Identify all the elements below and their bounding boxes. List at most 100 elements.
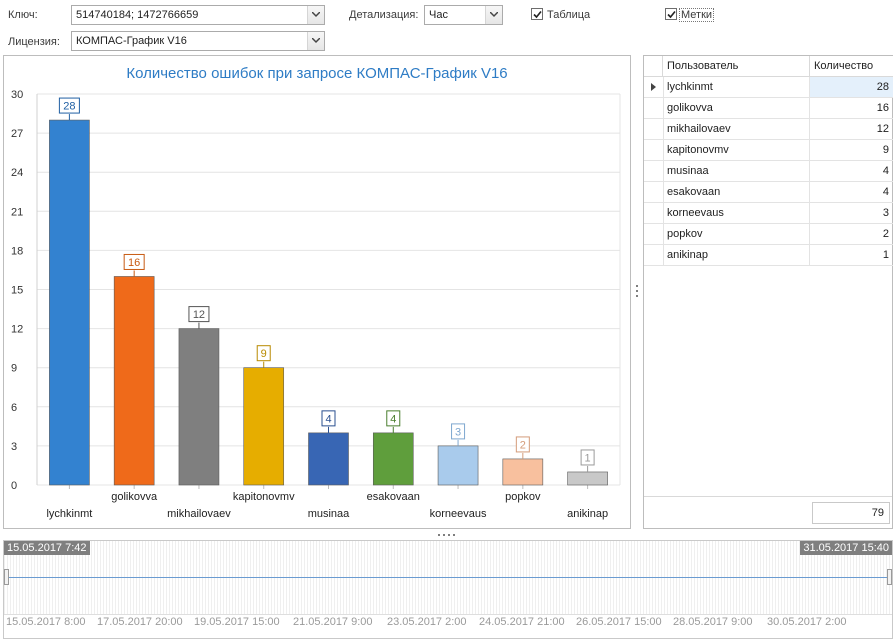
cell-count[interactable]: 1 bbox=[882, 249, 889, 261]
range-end-label: 31.05.2017 15:40 bbox=[800, 541, 892, 555]
row-indicator[interactable] bbox=[644, 203, 664, 223]
y-tick-label: 15 bbox=[11, 285, 23, 297]
cell-count[interactable]: 28 bbox=[810, 77, 893, 97]
table-row[interactable]: popkov 2 bbox=[644, 224, 893, 245]
x-tick-label: golikovva bbox=[111, 491, 158, 503]
marks-checkbox[interactable] bbox=[665, 8, 677, 20]
row-indicator[interactable] bbox=[644, 224, 664, 244]
y-tick-label: 30 bbox=[11, 89, 23, 101]
data-label-box bbox=[188, 306, 210, 323]
x-tick-label: lychkinmt bbox=[46, 508, 92, 520]
timeline-date-label: 28.05.2017 9:00 bbox=[673, 616, 753, 628]
data-label: 4 bbox=[390, 413, 396, 425]
data-label: 2 bbox=[520, 439, 526, 451]
data-label-box bbox=[515, 436, 530, 453]
timeline-range-selector[interactable]: 15.05.2017 7:42 31.05.2017 15:40 bbox=[3, 540, 893, 639]
row-indicator[interactable] bbox=[644, 119, 664, 139]
cell-user[interactable]: anikinap bbox=[663, 245, 810, 265]
data-label: 3 bbox=[455, 426, 461, 438]
data-label-box bbox=[58, 97, 80, 114]
row-pointer-icon bbox=[651, 83, 656, 91]
total-count: 79 bbox=[812, 502, 890, 524]
key-dropdown-button[interactable] bbox=[307, 6, 324, 24]
data-label: 9 bbox=[261, 348, 267, 360]
bar-chart: Количество ошибок при запросе КОМПАС-Гра… bbox=[11, 65, 621, 520]
bar-kapitonovmv[interactable] bbox=[243, 367, 285, 486]
data-label-box bbox=[386, 410, 401, 427]
timeline-axis-line bbox=[4, 614, 892, 615]
table-row[interactable]: korneevaus 3 bbox=[644, 203, 893, 224]
y-tick-label: 0 bbox=[11, 480, 17, 492]
range-handle-left[interactable] bbox=[4, 569, 9, 585]
data-label-box bbox=[256, 345, 271, 362]
bar-esakovaan[interactable] bbox=[372, 432, 414, 486]
data-label-box bbox=[451, 423, 466, 440]
table-row[interactable]: golikovva 16 bbox=[644, 98, 893, 119]
detail-combobox[interactable]: Час bbox=[424, 5, 503, 25]
timeline-line bbox=[8, 577, 888, 578]
table-row[interactable]: kapitonovmv 9 bbox=[644, 140, 893, 161]
splitter-grip-icon[interactable] bbox=[437, 533, 459, 537]
cell-count[interactable]: 3 bbox=[882, 207, 889, 219]
data-label: 16 bbox=[128, 257, 140, 269]
timeline-date-label: 19.05.2017 15:00 bbox=[194, 616, 280, 628]
table-row[interactable]: lychkinmt 28 bbox=[644, 77, 893, 98]
key-combobox[interactable]: 514740184; 1472766659 bbox=[71, 5, 325, 25]
row-indicator[interactable] bbox=[644, 182, 664, 202]
column-header-user[interactable]: Пользователь bbox=[663, 56, 810, 77]
check-icon bbox=[667, 10, 676, 19]
license-dropdown-button[interactable] bbox=[307, 32, 324, 50]
data-label-box bbox=[580, 449, 595, 466]
cell-count[interactable]: 12 bbox=[876, 123, 889, 135]
cell-user[interactable]: mikhailovaev bbox=[663, 119, 810, 139]
row-indicator[interactable] bbox=[644, 98, 664, 118]
column-header-count[interactable]: Количество bbox=[810, 56, 893, 77]
splitter-grip-icon[interactable] bbox=[635, 284, 639, 298]
license-combobox[interactable]: КОМПАС-График V16 bbox=[71, 31, 325, 51]
table-row[interactable]: mikhailovaev 12 bbox=[644, 119, 893, 140]
cell-user[interactable]: popkov bbox=[663, 224, 810, 244]
timeline-date-label: 30.05.2017 2:00 bbox=[767, 616, 847, 628]
cell-count[interactable]: 9 bbox=[882, 144, 889, 156]
bar-lychkinmt[interactable] bbox=[49, 119, 90, 486]
cell-user[interactable]: esakovaan bbox=[663, 182, 810, 202]
table-row[interactable]: anikinap 1 bbox=[644, 245, 893, 266]
detail-dropdown-button[interactable] bbox=[485, 6, 502, 24]
table-checkbox[interactable] bbox=[531, 8, 543, 20]
x-tick-label: esakovaan bbox=[367, 491, 420, 503]
y-tick-label: 24 bbox=[11, 167, 23, 179]
y-tick-label: 9 bbox=[11, 363, 17, 375]
chevron-down-icon bbox=[490, 12, 498, 18]
table-row[interactable]: musinaa 4 bbox=[644, 161, 893, 182]
row-indicator[interactable] bbox=[644, 161, 664, 181]
bar-mikhailovaev[interactable] bbox=[178, 328, 220, 486]
bar-musinaa[interactable] bbox=[308, 432, 349, 486]
table-row[interactable]: esakovaan 4 bbox=[644, 182, 893, 203]
chevron-down-icon bbox=[312, 12, 320, 18]
license-label: Лицензия: bbox=[8, 36, 60, 48]
bar-anikinap[interactable] bbox=[567, 471, 608, 486]
row-indicator[interactable] bbox=[644, 140, 664, 160]
chevron-down-icon bbox=[312, 38, 320, 44]
cell-user[interactable]: kapitonovmv bbox=[663, 140, 810, 160]
cell-count[interactable]: 4 bbox=[882, 186, 889, 198]
y-tick-label: 21 bbox=[11, 206, 23, 218]
data-grid-panel: Пользователь Количество lychkinmt 28 golik… bbox=[643, 55, 893, 529]
y-tick-label: 6 bbox=[11, 402, 17, 414]
x-tick-label: mikhailovaev bbox=[167, 508, 231, 520]
range-start-label: 15.05.2017 7:42 bbox=[4, 541, 90, 555]
row-indicator[interactable] bbox=[644, 77, 664, 97]
cell-user[interactable]: lychkinmt bbox=[663, 77, 810, 97]
cell-count[interactable]: 16 bbox=[876, 102, 889, 114]
bar-golikovva[interactable] bbox=[113, 276, 155, 486]
cell-user[interactable]: musinaa bbox=[663, 161, 810, 181]
bar-popkov[interactable] bbox=[502, 458, 544, 486]
cell-count[interactable]: 4 bbox=[882, 165, 889, 177]
cell-user[interactable]: golikovva bbox=[663, 98, 810, 118]
cell-count[interactable]: 2 bbox=[882, 228, 889, 240]
x-tick-label: popkov bbox=[505, 491, 541, 503]
row-indicator[interactable] bbox=[644, 245, 664, 265]
bar-korneevaus[interactable] bbox=[437, 445, 479, 486]
range-handle-right[interactable] bbox=[887, 569, 892, 585]
cell-user[interactable]: korneevaus bbox=[663, 203, 810, 223]
